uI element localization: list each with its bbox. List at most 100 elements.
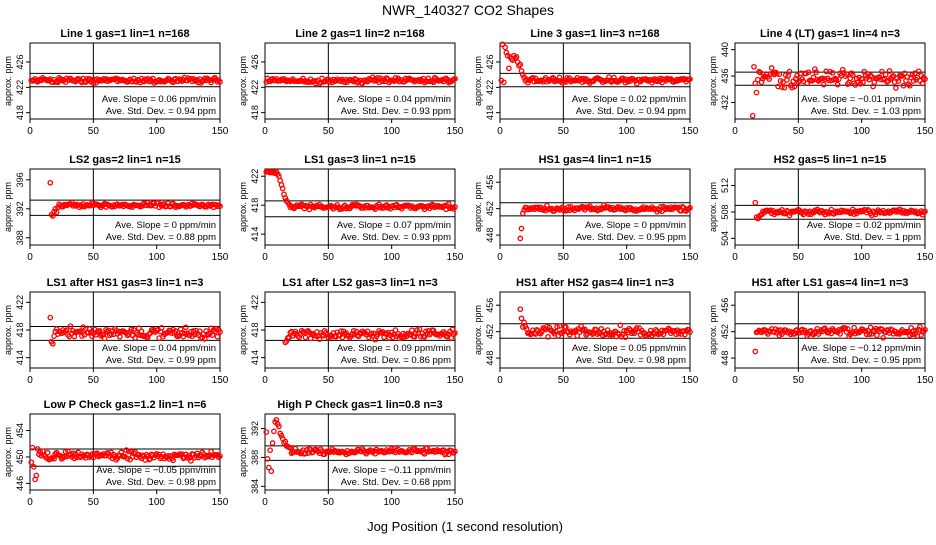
data-point <box>665 325 672 332</box>
data-point <box>538 77 545 84</box>
data-point <box>278 432 285 439</box>
data-point <box>113 327 119 334</box>
data-point <box>791 83 798 90</box>
y-axis-label: approx. ppm <box>238 427 248 477</box>
x-tick-label: 100 <box>383 375 400 386</box>
data-point <box>843 329 850 335</box>
data-point <box>180 333 187 340</box>
std-annotation: Ave. Std. Dev. = 0.99 ppm <box>106 355 216 366</box>
data-point <box>611 74 617 81</box>
y-tick-label: 388 <box>15 230 25 245</box>
data-point <box>554 323 560 330</box>
data-point <box>452 203 458 210</box>
data-point <box>517 235 524 242</box>
data-point <box>906 82 913 89</box>
y-axis-label: approx. ppm <box>238 182 248 232</box>
data-point <box>895 78 902 84</box>
data-point <box>51 455 57 462</box>
x-tick-label: 50 <box>88 126 100 137</box>
y-tick-label: 512 <box>720 178 730 193</box>
slope-annotation: Ave. Slope = 0.04 ppm/min <box>337 94 451 105</box>
data-point <box>786 68 793 75</box>
y-tick-label: 448 <box>485 228 495 243</box>
data-point <box>265 464 272 471</box>
panel-title: HS1 after HS2 gas=4 lin=1 n=3 <box>516 277 674 289</box>
panel-title: Line 2 gas=1 lin=2 n=168 <box>295 28 424 40</box>
y-tick-label: 436 <box>720 69 730 84</box>
data-point <box>443 75 449 82</box>
data-point <box>512 55 519 62</box>
y-axis-label: approx. ppm <box>3 427 13 477</box>
y-tick-label: 456 <box>485 298 495 313</box>
data-point <box>188 458 194 464</box>
data-point <box>919 80 926 87</box>
x-tick-label: 100 <box>148 375 165 386</box>
data-point <box>867 72 874 79</box>
data-point <box>196 328 203 335</box>
slope-annotation: Ave. Slope = 0.06 ppm/min <box>102 94 216 105</box>
data-point <box>779 207 785 213</box>
x-tick-label: 0 <box>262 252 268 263</box>
data-point <box>383 75 390 81</box>
x-tick-label: 50 <box>88 375 100 386</box>
data-point <box>808 327 814 334</box>
data-point <box>556 323 563 329</box>
panel-3: Line 3 gas=1 lin=3 n=168 0 50 100 150 418 422 4… <box>473 28 699 137</box>
data-point <box>751 63 757 70</box>
panel-title: High P Check gas=1 lin=0.8 n=3 <box>277 399 442 411</box>
slope-annotation: Ave. Slope = 0.05 ppm/min <box>572 343 686 354</box>
data-point <box>201 335 208 342</box>
data-point <box>108 331 114 337</box>
data-point <box>47 179 54 186</box>
panel-14: High P Check gas=1 lin=0.8 n=3 0 50 100 150 3… <box>238 399 464 508</box>
data-point <box>268 468 275 475</box>
x-tick-label: 150 <box>682 126 699 137</box>
data-point <box>44 449 51 456</box>
data-point <box>544 323 550 330</box>
data-point <box>768 65 775 71</box>
y-tick-label: 432 <box>720 95 730 110</box>
data-point <box>101 335 108 342</box>
data-point <box>517 61 524 68</box>
data-point <box>339 334 346 341</box>
data-point <box>851 324 857 331</box>
data-point <box>214 333 221 340</box>
y-tick-label: 392 <box>15 201 25 216</box>
data-point <box>217 453 223 459</box>
y-axis-label: approx. ppm <box>3 305 13 355</box>
figure-x-label: Jog Position (1 second resolution) <box>367 519 563 534</box>
data-point <box>776 71 783 78</box>
data-point <box>882 71 889 78</box>
slope-annotation: Ave. Slope = 0 ppm/min <box>585 220 686 231</box>
x-tick-label: 0 <box>262 497 268 508</box>
x-tick-label: 50 <box>793 375 805 386</box>
y-axis-label: approx. ppm <box>238 305 248 355</box>
y-tick-label: 426 <box>15 54 25 69</box>
data-point <box>775 327 781 334</box>
data-point <box>208 448 214 455</box>
x-tick-label: 150 <box>447 126 464 137</box>
y-tick-label: 422 <box>250 80 260 95</box>
y-axis-label: approx. ppm <box>3 182 13 232</box>
slope-annotation: Ave. Slope = 0.02 ppm/min <box>572 94 686 105</box>
data-point <box>799 326 805 333</box>
data-point <box>574 332 581 339</box>
data-point <box>134 331 141 338</box>
data-point <box>782 72 789 78</box>
x-tick-label: 100 <box>148 126 165 137</box>
y-tick-label: 414 <box>250 227 260 242</box>
data-point <box>276 423 282 430</box>
data-point <box>890 73 897 79</box>
x-tick-label: 150 <box>917 252 934 263</box>
data-point <box>86 75 93 82</box>
std-annotation: Ave. Std. Dev. = 0.86 ppm <box>341 355 451 366</box>
data-point <box>516 62 522 69</box>
data-point <box>214 203 221 210</box>
x-tick-label: 150 <box>212 497 229 508</box>
y-tick-label: 446 <box>15 476 25 491</box>
x-tick-label: 100 <box>148 252 165 263</box>
data-point <box>825 77 832 84</box>
y-tick-label: 418 <box>15 322 25 337</box>
panel-title: Line 1 gas=1 lin=1 n=168 <box>60 28 189 40</box>
y-tick-label: 422 <box>15 80 25 95</box>
